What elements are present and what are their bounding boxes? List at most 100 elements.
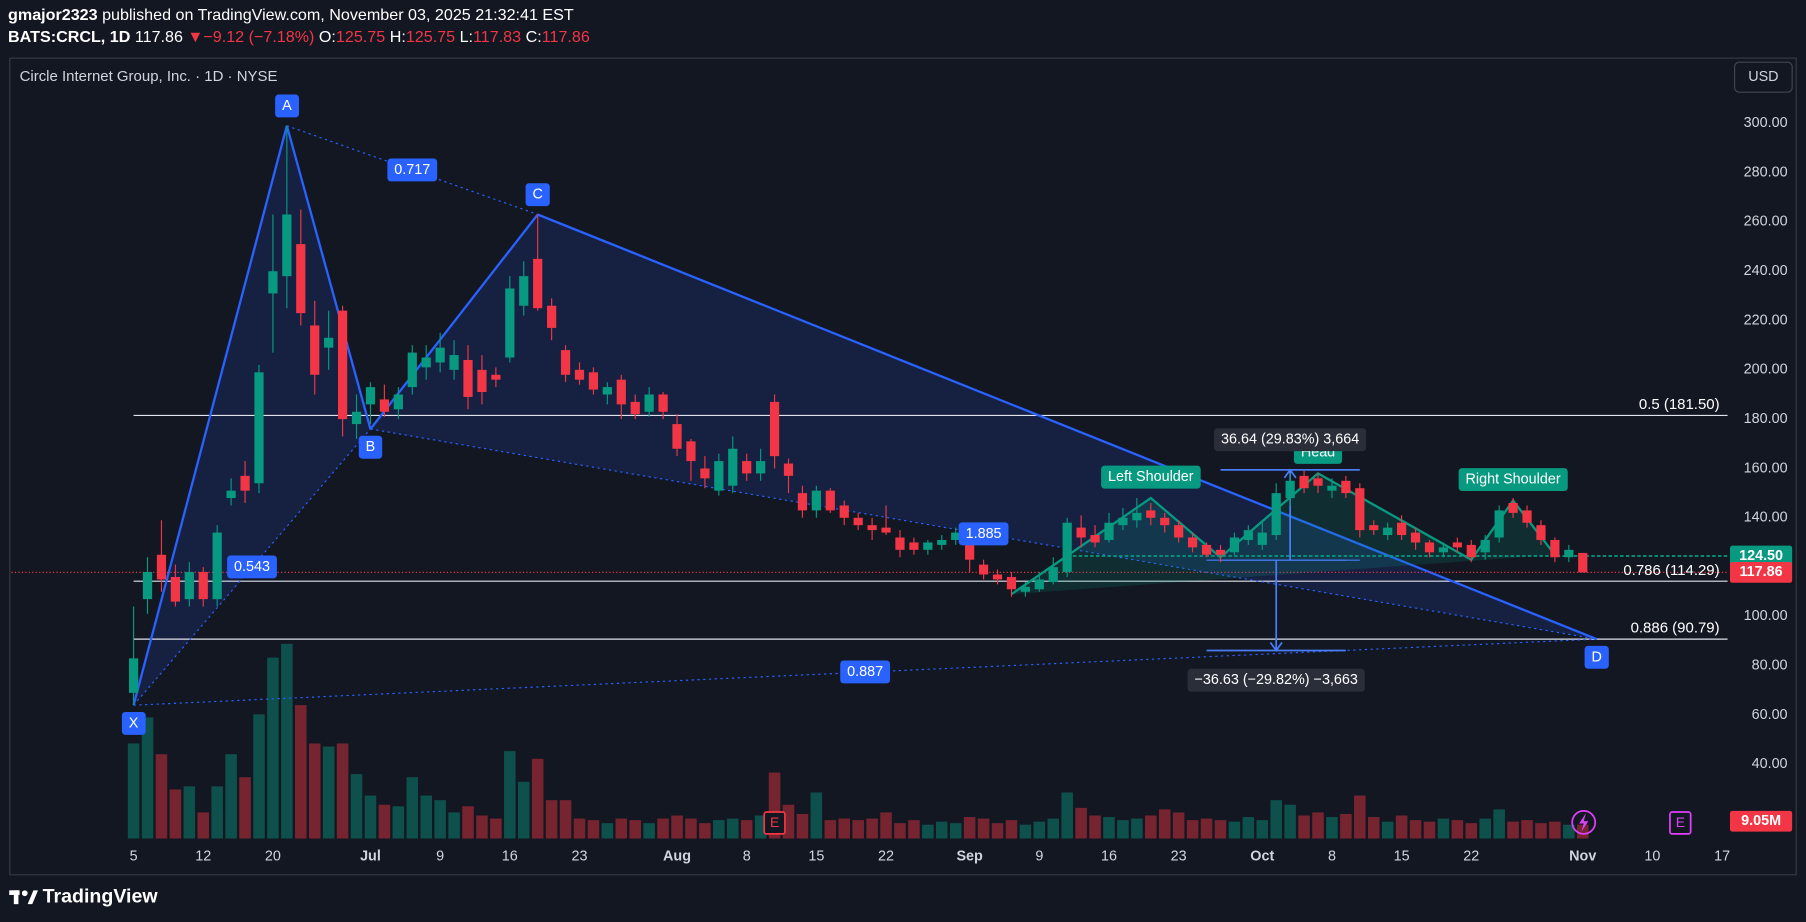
volume-bar — [1256, 820, 1269, 839]
volume-bar — [1521, 820, 1533, 839]
candle-body — [463, 359, 473, 397]
candle-body — [686, 441, 696, 462]
pattern-point: C — [532, 187, 542, 203]
candle-body — [658, 394, 668, 412]
candle-body — [937, 539, 947, 545]
x-tick-label: 16 — [1101, 849, 1117, 865]
volume-bar — [392, 806, 405, 839]
candle-body — [1410, 532, 1421, 543]
candle-body — [324, 337, 334, 348]
volume-bar — [1367, 817, 1380, 839]
label-layer: 40.0060.0080.00100.00120.00140.00160.001… — [121, 94, 1793, 865]
high-value: 125.75 — [406, 28, 455, 46]
candle-body — [644, 394, 654, 412]
publish-line: gmajor2323 published on TradingView.com,… — [8, 6, 574, 24]
x-tick-label: Sep — [956, 849, 983, 865]
y-tick-label: 220.00 — [1744, 312, 1788, 328]
volume-bar — [949, 823, 962, 839]
y-tick-label: 140.00 — [1744, 510, 1788, 526]
measure-label: −36.63 (−29.82%) −3,663 — [1194, 672, 1357, 688]
pattern-ratio: 1.885 — [966, 526, 1002, 542]
volume-bar — [782, 804, 795, 839]
volume-bar — [225, 754, 237, 839]
candle-body — [965, 537, 975, 560]
x-tick-label: Nov — [1569, 849, 1596, 865]
candle-body — [184, 572, 194, 600]
low-label: L: — [460, 28, 473, 46]
pattern-point-box — [121, 711, 146, 735]
volume-bar — [1409, 820, 1422, 839]
candle-body — [1132, 512, 1142, 521]
candle-body — [296, 244, 306, 314]
candle-body — [756, 461, 766, 474]
volume-bar — [406, 777, 419, 839]
volume-bar — [155, 754, 168, 839]
y-tick-label: 240.00 — [1744, 263, 1788, 279]
volume-bar — [141, 717, 154, 839]
x-tick-label: 9 — [1035, 849, 1043, 865]
volume-bar — [434, 800, 446, 839]
pattern-ratio-box — [958, 522, 1009, 546]
chart-title: Circle Internet Group, Inc. · 1D · NYSE — [20, 68, 278, 85]
volume-bar — [615, 818, 628, 839]
candle-body — [616, 379, 626, 405]
candle-body — [491, 374, 501, 380]
volume-bar — [1172, 812, 1185, 839]
close-value: 117.86 — [542, 28, 590, 46]
candle-layer — [128, 125, 1588, 706]
volume-bar — [1089, 815, 1101, 839]
volume-bar — [838, 818, 850, 839]
candle-body — [1383, 527, 1393, 536]
pattern-point: X — [129, 715, 139, 731]
volume-bar — [936, 821, 948, 839]
candle-body — [282, 214, 292, 277]
volume-bar — [1326, 817, 1338, 839]
volume-bar — [1395, 815, 1408, 839]
candle-body — [1174, 525, 1184, 538]
pattern-point-box — [1584, 645, 1609, 669]
volume-bar — [1381, 821, 1394, 839]
candle-body — [1397, 522, 1407, 536]
candle-body — [547, 305, 557, 328]
volume-bar — [1075, 807, 1087, 839]
currency-button[interactable] — [1734, 61, 1793, 93]
candle-body — [156, 554, 167, 580]
candle-body — [992, 574, 1003, 580]
volume-bar — [908, 820, 920, 839]
candle-body — [714, 461, 724, 491]
neckline-tag: 124.50 — [1739, 548, 1783, 564]
x-tick-label: 12 — [195, 849, 211, 865]
volume-bar — [448, 812, 460, 839]
candle-body — [895, 537, 905, 550]
candle-body — [351, 411, 362, 425]
measure-label-box — [1187, 668, 1365, 692]
candle-body — [1522, 510, 1532, 523]
volume-bar — [420, 795, 432, 839]
x-tick-label: 22 — [878, 849, 894, 865]
change: −9.12 (−7.18%) — [203, 28, 314, 46]
x-tick-label: 20 — [265, 849, 281, 865]
volume-bar — [754, 815, 767, 839]
alert-icon — [1571, 809, 1597, 835]
candle-body — [1201, 544, 1212, 555]
volume-bar — [880, 812, 892, 839]
candle-body — [533, 258, 543, 309]
volume-bar — [350, 774, 363, 839]
volume-bar — [295, 705, 307, 839]
volume-bar — [322, 746, 335, 839]
volume-bar — [211, 786, 223, 839]
chart-panel — [9, 57, 1797, 876]
last-price-tag: 117.86 — [1739, 564, 1782, 580]
currency[interactable]: USD — [1748, 69, 1778, 85]
symbol: BATS:CRCL, 1D — [8, 28, 130, 46]
candle-body — [742, 461, 752, 474]
candle-body — [1243, 530, 1253, 540]
volume-bar — [977, 818, 990, 839]
volume-bar — [1535, 823, 1547, 839]
candle-body — [769, 401, 780, 457]
symbol-line: BATS:CRCL, 1D 117.86 ▼−9.12 (−7.18%) O:1… — [8, 28, 590, 46]
volume-bar — [476, 815, 488, 839]
earnings-label: E — [1676, 814, 1685, 830]
